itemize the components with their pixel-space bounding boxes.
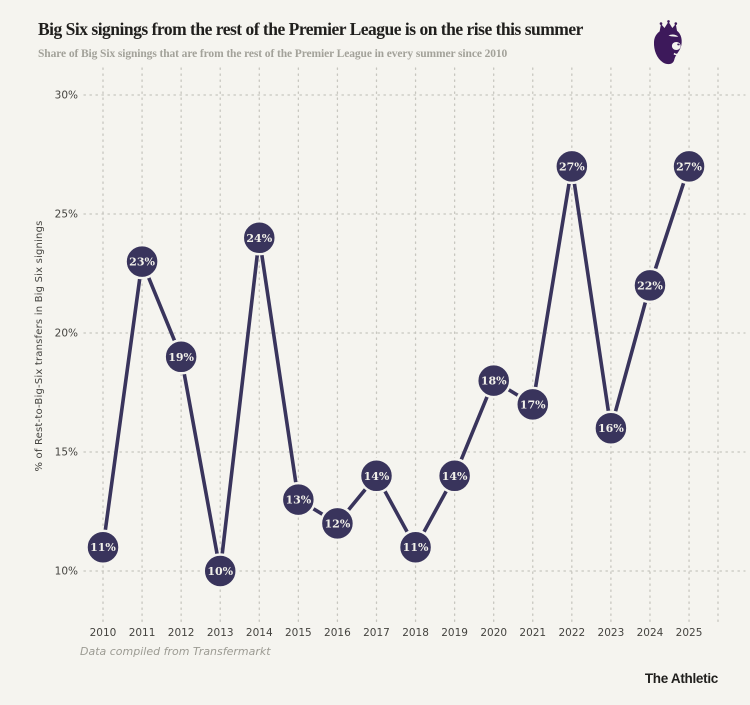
data-point: [554, 148, 590, 185]
data-point-label: 24%: [246, 232, 272, 245]
data-point-label: 11%: [403, 541, 429, 554]
y-axis-tick: 10%: [55, 566, 78, 578]
data-point-label: 17%: [520, 398, 546, 411]
y-axis-tick: 30%: [55, 90, 78, 102]
x-axis-tick: 2013: [207, 627, 234, 639]
data-point: [163, 339, 199, 375]
source-note: Data compiled from Transfermarkt: [80, 645, 271, 658]
data-point-label: 23%: [129, 256, 155, 269]
x-axis-tick: 2010: [90, 627, 117, 639]
data-point: [124, 243, 160, 280]
premier-league-lion-icon: [653, 20, 682, 65]
y-axis-tick: 20%: [55, 328, 78, 340]
x-axis-tick: 2023: [598, 627, 625, 639]
data-point: [632, 267, 668, 304]
data-point: [280, 481, 317, 518]
data-point-label: 16%: [598, 422, 624, 435]
data-point: [358, 458, 395, 494]
data-point: [319, 505, 356, 542]
data-point-label: 22%: [637, 279, 663, 292]
data-point-label: 12%: [325, 517, 351, 530]
trend-line: [101, 164, 691, 573]
data-point-label: 13%: [285, 494, 311, 507]
data-point: [85, 529, 121, 565]
data-point: [671, 148, 707, 185]
x-axis-tick: 2018: [402, 627, 429, 639]
data-point-label: 19%: [168, 351, 194, 364]
x-axis-tick: 2019: [441, 627, 468, 639]
data-point-label: 14%: [442, 470, 468, 483]
page-title: Big Six signings from the rest of the Pr…: [38, 19, 583, 39]
brand-wordmark: The Athletic: [644, 671, 718, 686]
x-axis-tick: 2022: [558, 627, 585, 639]
data-point-label: 18%: [481, 375, 507, 388]
y-axis-tick: 25%: [55, 209, 78, 221]
data-point-label: 27%: [559, 160, 585, 173]
x-axis-tick: 2012: [168, 627, 195, 639]
x-axis-tick: 2025: [676, 627, 703, 639]
x-axis-tick: 2020: [480, 627, 507, 639]
x-axis-tick: 2016: [324, 627, 351, 639]
data-point: [515, 386, 551, 423]
x-axis-tick: 2021: [519, 627, 546, 639]
x-axis-tick: 2017: [363, 627, 390, 639]
x-axis-tick: 2015: [285, 627, 312, 639]
x-axis-tick: 2024: [637, 627, 664, 639]
x-axis-tick: 2014: [246, 627, 273, 639]
data-point-label: 14%: [364, 470, 390, 483]
x-axis-tick: 2011: [129, 627, 156, 639]
data-point: [436, 458, 473, 494]
data-point: [241, 220, 278, 256]
data-point: [593, 410, 629, 446]
data-point-label: 27%: [676, 160, 702, 173]
data-point: [202, 553, 238, 589]
data-point-label: 11%: [90, 541, 116, 554]
data-point-label: 10%: [207, 565, 233, 578]
y-axis-tick: 15%: [55, 447, 78, 459]
page-subtitle: Share of Big Six signings that are from …: [38, 48, 508, 60]
data-point: [475, 362, 512, 399]
y-axis-title: % of Rest-to-Big-Six transfers in Big Si…: [34, 220, 45, 471]
data-point: [397, 529, 434, 565]
